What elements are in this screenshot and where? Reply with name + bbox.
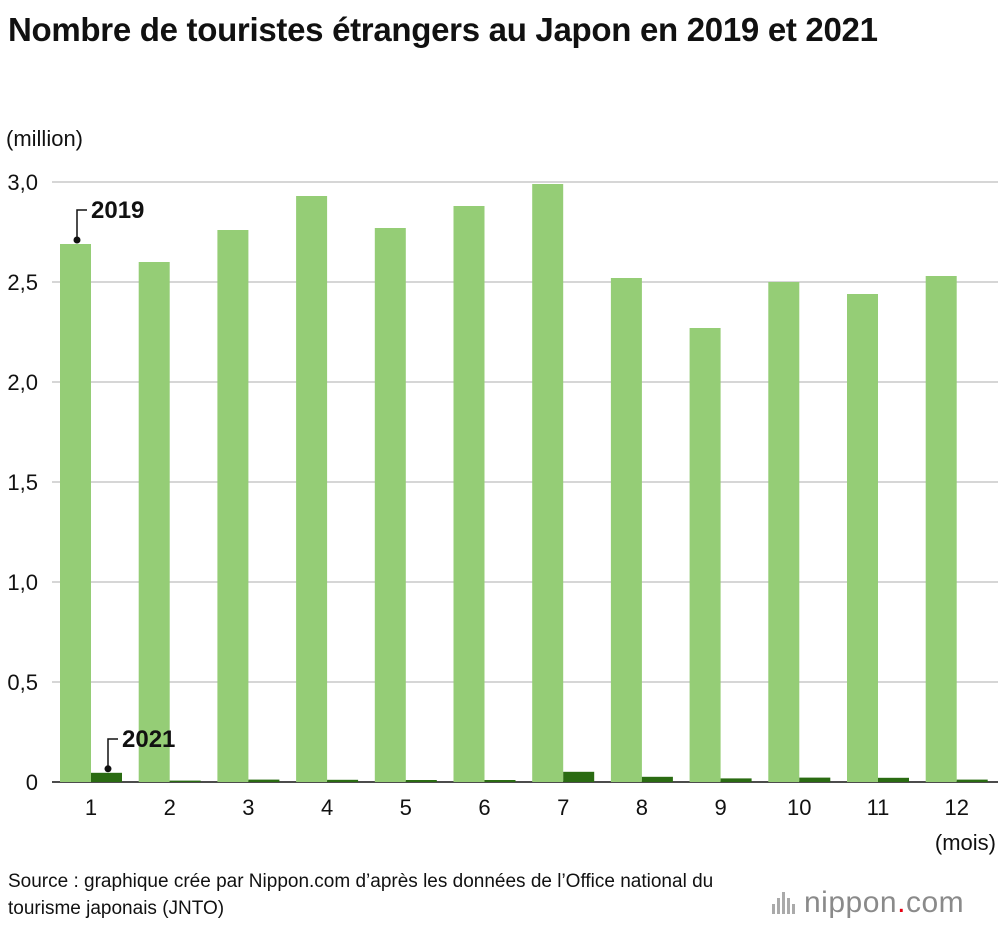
x-tick-label: 11	[867, 795, 890, 820]
bar-2019-4	[296, 196, 328, 782]
bar-2019-1	[60, 244, 91, 782]
bar-2019-12	[925, 276, 957, 782]
bar-2021-6	[484, 780, 516, 782]
bar-2019-5	[374, 228, 406, 782]
chart-title: Nombre de touristes étrangers au Japon e…	[8, 11, 878, 48]
callout-line-2021	[107, 738, 118, 769]
y-tick-label: 0,5	[7, 670, 38, 695]
x-tick-label: 4	[321, 795, 333, 820]
logo-tld: com	[905, 886, 965, 919]
x-tick-label: 1	[85, 795, 97, 820]
bar-2021-10	[799, 777, 831, 782]
x-tick-label: 2	[164, 795, 176, 820]
logo-dot: .	[897, 886, 906, 919]
bar-2021-9	[720, 778, 752, 782]
x-tick-label: 3	[242, 795, 254, 820]
source-note: Source : graphique crée par Nippon.com d…	[8, 871, 714, 919]
bar-2019-6	[453, 206, 485, 782]
series-label-2021: 2021	[122, 726, 175, 753]
x-tick-label: 12	[944, 795, 968, 820]
y-tick-label: 2,5	[7, 270, 38, 295]
callout-line-2019	[76, 209, 87, 240]
x-tick-label: 7	[557, 795, 569, 820]
nippon-logo-mark-icon	[772, 892, 798, 914]
x-tick-label: 6	[478, 795, 490, 820]
y-tick-label: 0	[26, 770, 38, 795]
bar-2021-8	[641, 776, 673, 782]
logo-name: nippon	[804, 886, 898, 919]
x-axis-unit: (mois)	[934, 830, 996, 855]
bar-2019-9	[689, 328, 721, 782]
bar-2021-12	[956, 779, 988, 782]
y-tick-label: 1,5	[7, 470, 38, 495]
bar-2019-10	[768, 282, 800, 782]
x-tick-label: 5	[400, 795, 412, 820]
bar-2021-2	[169, 780, 201, 782]
y-tick-label: 1,0	[7, 570, 38, 595]
bar-2021-7	[563, 771, 595, 782]
y-tick-label: 3,0	[7, 170, 38, 195]
bar-2019-7	[532, 184, 564, 782]
series-label-2019: 2019	[91, 197, 144, 224]
bar-2021-11	[878, 777, 909, 782]
x-tick-label: 8	[636, 795, 648, 820]
x-tick-label: 9	[714, 795, 726, 820]
nippon-logo: nippon.com	[772, 886, 964, 920]
bar-2021-5	[405, 780, 437, 782]
bar-2019-8	[610, 278, 642, 782]
y-axis-unit: (million)	[6, 126, 83, 151]
bar-2021-1	[91, 772, 122, 782]
bar-2019-3	[217, 230, 249, 782]
bar-2019-2	[138, 262, 170, 782]
bar-2019-11	[847, 294, 878, 782]
bar-2021-4	[327, 779, 359, 782]
y-tick-label: 2,0	[7, 370, 38, 395]
bar-2021-3	[248, 779, 280, 782]
x-tick-label: 10	[787, 795, 811, 820]
